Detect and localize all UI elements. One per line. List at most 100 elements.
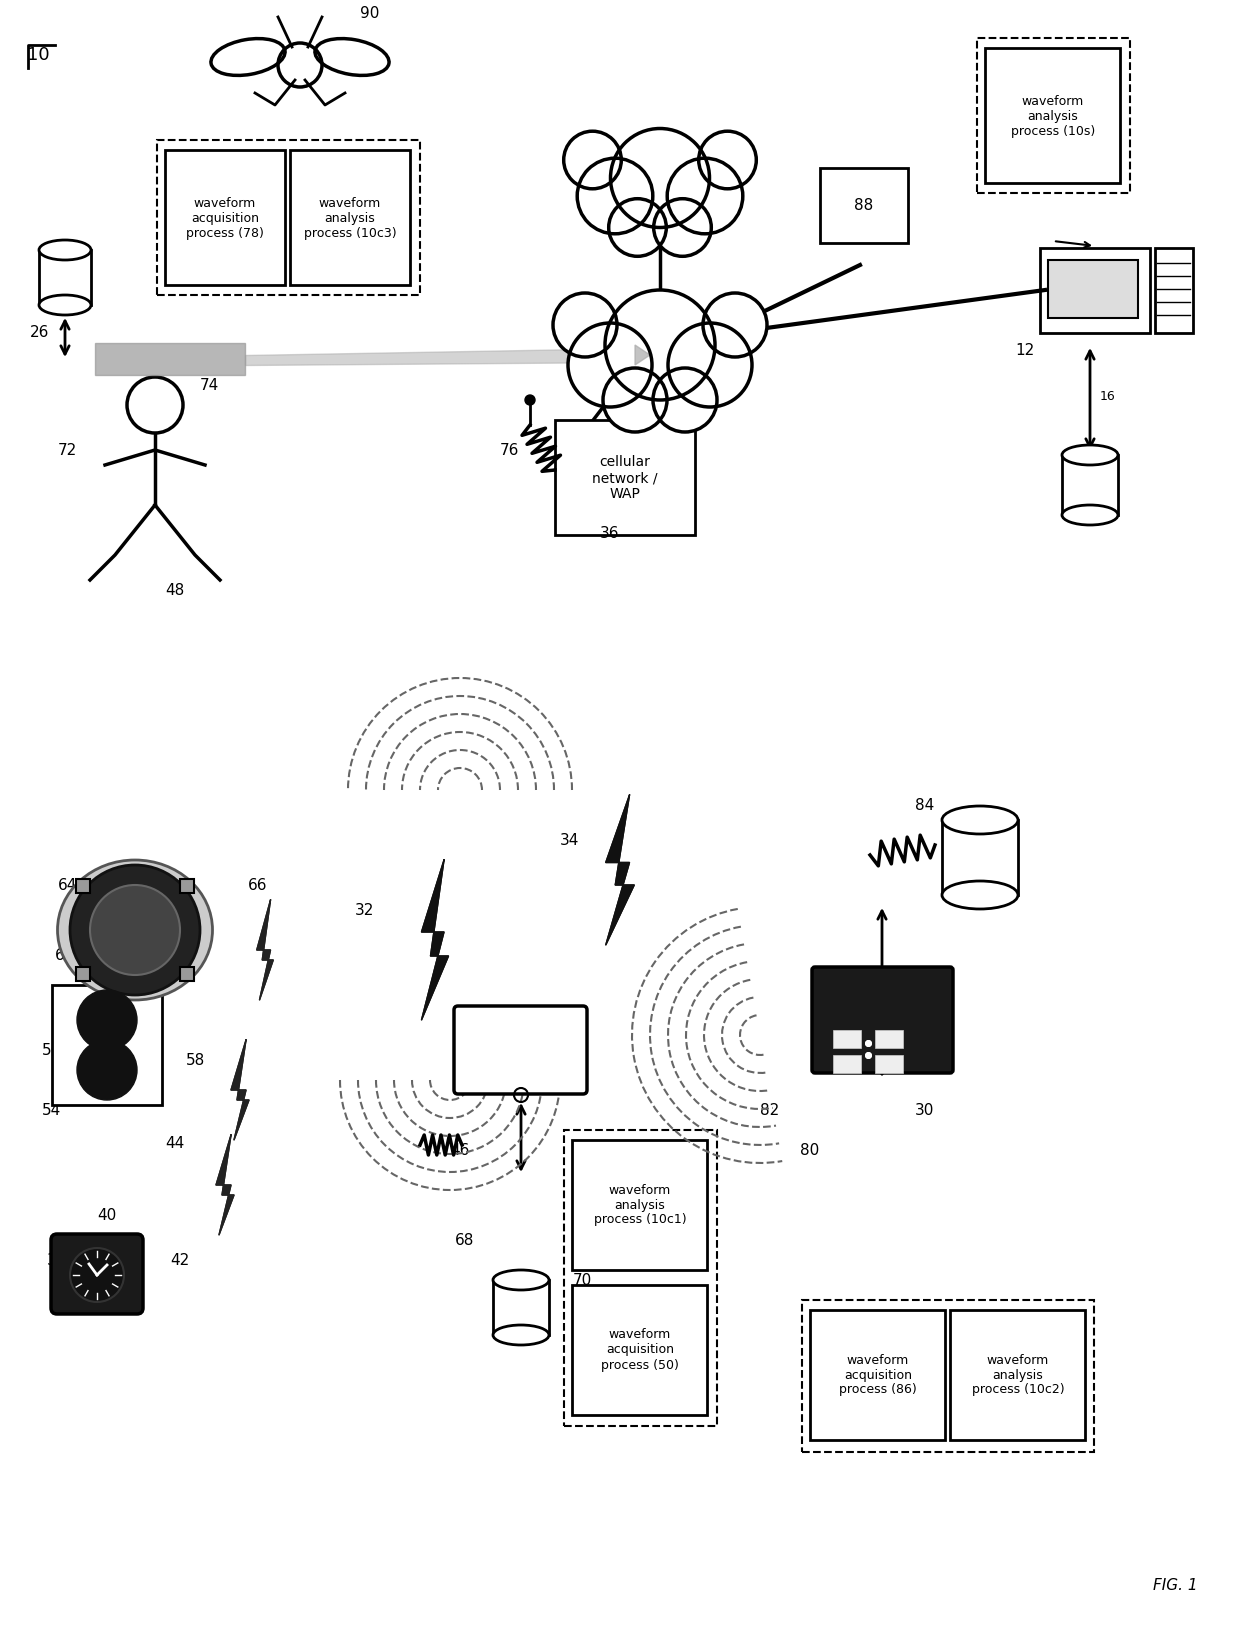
FancyBboxPatch shape (454, 1005, 587, 1094)
Circle shape (69, 1248, 124, 1302)
Text: 70: 70 (573, 1272, 593, 1289)
Circle shape (703, 293, 768, 358)
Text: 90: 90 (360, 7, 379, 21)
Circle shape (126, 377, 184, 433)
Text: 88: 88 (854, 198, 874, 213)
Bar (1061, 455, 1118, 516)
Text: waveform
acquisition
process (86): waveform acquisition process (86) (839, 1353, 916, 1396)
Text: 42: 42 (170, 1252, 190, 1267)
Text: 62: 62 (55, 948, 74, 962)
Text: 30: 30 (915, 1103, 935, 1117)
Text: network (14): network (14) (615, 343, 704, 358)
Circle shape (698, 132, 756, 190)
Text: 48: 48 (165, 583, 185, 598)
Text: 16: 16 (1081, 480, 1099, 493)
Text: 68: 68 (455, 1233, 475, 1248)
Text: waveform
acquisition
process (50): waveform acquisition process (50) (601, 1328, 680, 1371)
Text: 10: 10 (27, 46, 50, 64)
Circle shape (653, 199, 712, 257)
Polygon shape (257, 900, 273, 1000)
Bar (52, 986, 162, 1106)
Polygon shape (422, 860, 449, 1020)
Bar (38, 250, 91, 305)
Circle shape (69, 865, 200, 995)
Bar (290, 150, 410, 285)
Text: 82: 82 (760, 1103, 779, 1117)
Text: 54: 54 (42, 1103, 61, 1117)
Circle shape (525, 396, 534, 405)
Bar (494, 1280, 549, 1335)
Circle shape (603, 368, 667, 432)
FancyBboxPatch shape (812, 967, 954, 1073)
Bar (180, 880, 195, 893)
Bar (875, 1030, 903, 1048)
Circle shape (605, 290, 715, 400)
Text: waveform
acquisition
process (78): waveform acquisition process (78) (186, 196, 264, 239)
Text: cellular
network /
WAP: cellular network / WAP (593, 455, 657, 501)
Bar (810, 1310, 945, 1440)
Bar (165, 150, 285, 285)
Text: 28: 28 (556, 1083, 574, 1098)
Text: 84: 84 (915, 798, 934, 812)
Circle shape (553, 293, 618, 358)
Text: 66: 66 (248, 878, 268, 893)
Ellipse shape (494, 1325, 549, 1345)
Polygon shape (216, 1135, 234, 1234)
Circle shape (577, 158, 652, 234)
Circle shape (668, 323, 751, 407)
Text: network (18): network (18) (615, 176, 704, 190)
Text: 26: 26 (30, 325, 50, 339)
Circle shape (568, 323, 652, 407)
Bar (157, 140, 420, 295)
Bar (833, 1030, 861, 1048)
Bar (875, 1055, 903, 1073)
Circle shape (564, 132, 621, 190)
Ellipse shape (942, 806, 1018, 834)
Text: 72: 72 (58, 443, 77, 458)
Polygon shape (231, 1040, 249, 1140)
FancyBboxPatch shape (51, 1234, 143, 1313)
Bar (820, 168, 908, 242)
Circle shape (77, 990, 136, 1050)
Text: waveform
analysis
process (10c2): waveform analysis process (10c2) (972, 1353, 1064, 1396)
Bar (572, 1285, 707, 1416)
Bar (564, 1131, 717, 1426)
Bar (76, 880, 91, 893)
Text: 32: 32 (355, 903, 374, 918)
Bar (985, 48, 1120, 183)
Text: 22: 22 (512, 1302, 529, 1317)
Text: 20: 20 (56, 270, 73, 285)
Text: 74: 74 (200, 377, 219, 392)
Ellipse shape (1061, 504, 1118, 526)
Circle shape (653, 368, 717, 432)
Bar (76, 967, 91, 981)
Bar (180, 967, 195, 981)
Bar (802, 1300, 1094, 1452)
Ellipse shape (38, 241, 91, 260)
Ellipse shape (38, 295, 91, 315)
Bar (833, 1055, 861, 1073)
Text: 64: 64 (58, 878, 77, 893)
Ellipse shape (942, 882, 1018, 910)
Bar (572, 1140, 707, 1271)
Text: 16: 16 (1100, 391, 1116, 404)
Text: 52: 52 (110, 1004, 129, 1018)
Text: waveform
analysis
process (10c3): waveform analysis process (10c3) (304, 196, 397, 239)
Text: 36: 36 (600, 526, 620, 541)
Text: 44: 44 (165, 1135, 185, 1150)
Bar (74, 1292, 119, 1312)
Polygon shape (635, 344, 650, 364)
Text: 76: 76 (500, 443, 520, 458)
Text: 34: 34 (560, 832, 579, 849)
Text: FIG. 1: FIG. 1 (1153, 1579, 1198, 1594)
Text: 40: 40 (97, 1208, 117, 1223)
Bar (1154, 247, 1193, 333)
Text: 56: 56 (42, 1043, 61, 1058)
Text: 38: 38 (47, 1252, 67, 1267)
Bar (942, 821, 1018, 895)
Text: 60: 60 (153, 865, 172, 882)
Text: waveform
analysis
process (10c1): waveform analysis process (10c1) (594, 1183, 686, 1226)
Ellipse shape (494, 1271, 549, 1290)
Bar (95, 343, 246, 376)
Bar (556, 420, 694, 536)
